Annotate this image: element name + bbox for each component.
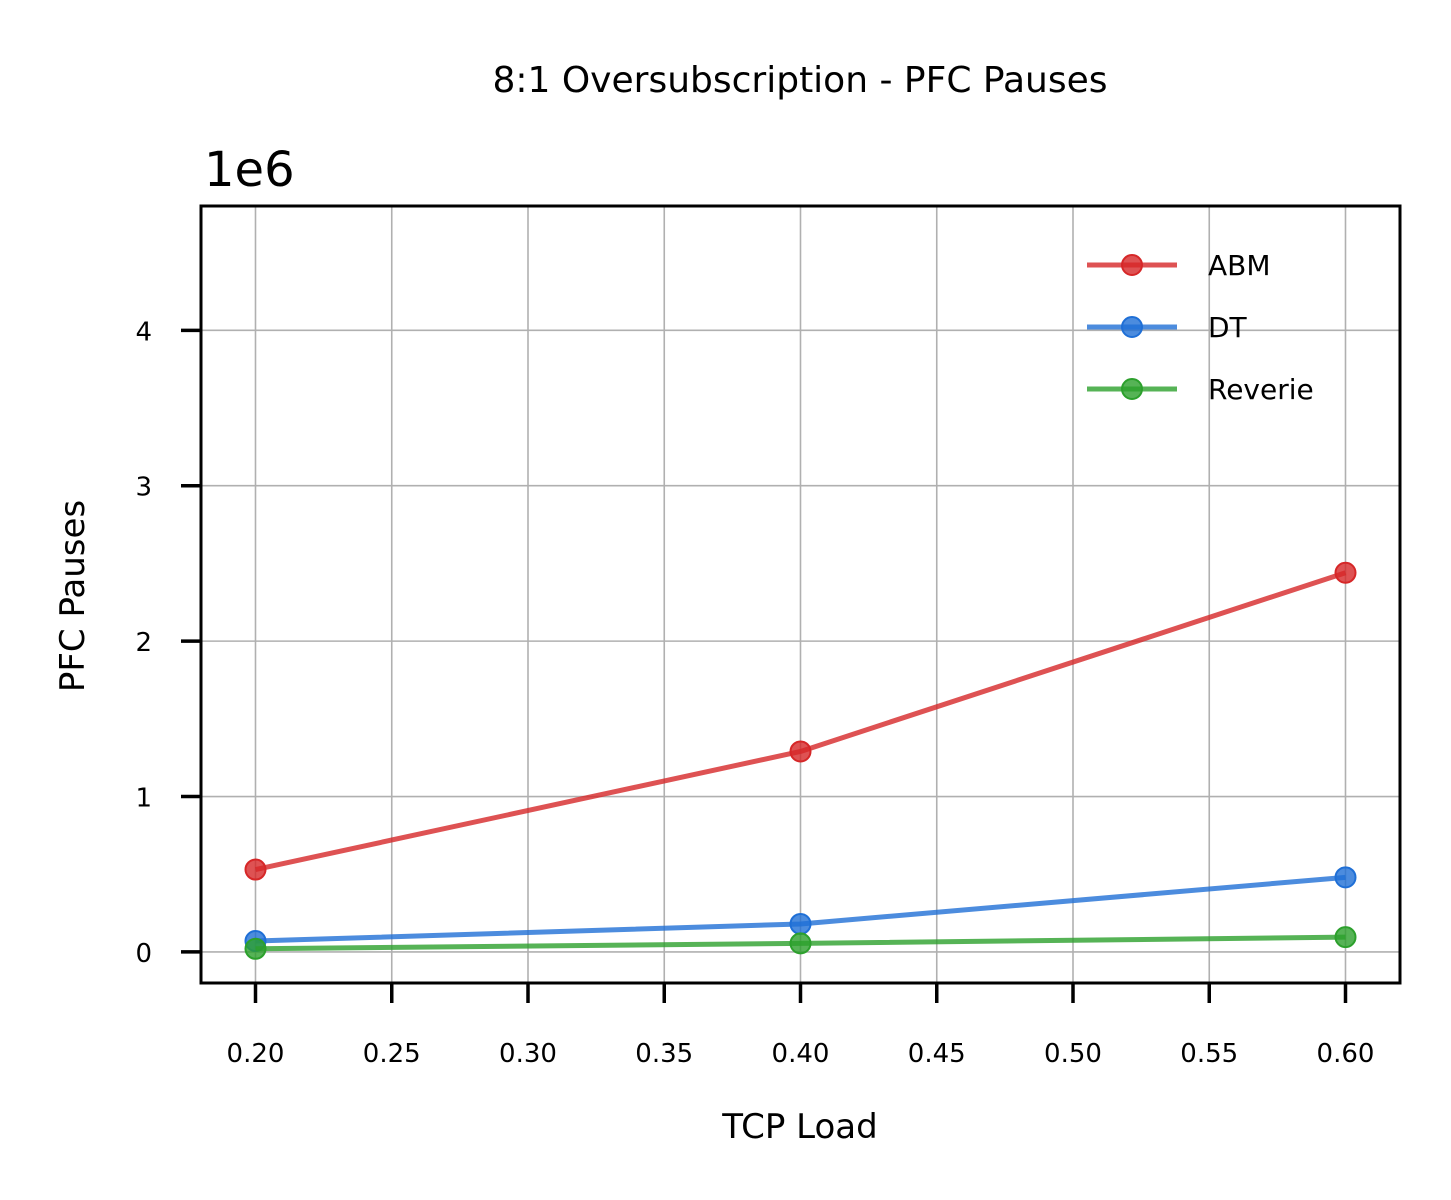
x-axis-ticks: 0.20 0.25 0.30 0.35 0.40 0.45 0.50 0.55 0.60 [227,983,1375,1069]
x-tick-label-7: 0.55 [1180,1039,1238,1069]
legend-label-abm: ABM [1208,249,1271,282]
data-point-reverie-1 [789,932,812,955]
x-tick-label-8: 0.60 [1317,1039,1375,1069]
y-tick-label-0: 0 [135,939,152,969]
y-offset-label: 1e6 [204,142,295,198]
y-tick-label-2: 2 [135,628,152,658]
legend-item-dt: DT [1087,311,1248,344]
y-axis-title: PFC Pauses [53,500,93,692]
x-tick-label-0: 0.20 [227,1039,285,1069]
x-tick-label-1: 0.25 [363,1039,421,1069]
data-point-abm-2 [1334,561,1357,584]
y-tick-label-1: 1 [135,784,152,814]
data-point-abm-1 [789,740,812,763]
legend-item-reverie: Reverie [1087,373,1314,406]
legend-marker-reverie [1121,378,1143,400]
legend-marker-dt [1121,316,1143,338]
legend-item-abm: ABM [1087,249,1271,282]
chart-title: 8:1 Oversubscription - PFC Pauses [492,60,1107,101]
x-tick-label-2: 0.30 [499,1039,557,1069]
data-point-abm-0 [244,858,267,881]
legend-marker-abm [1121,254,1143,276]
y-tick-label-3: 3 [135,473,152,503]
x-tick-label-5: 0.45 [908,1039,966,1069]
y-tick-label-4: 4 [135,317,152,347]
data-point-reverie-2 [1334,926,1357,949]
data-point-dt-2 [1334,866,1357,889]
x-tick-label-6: 0.50 [1044,1039,1102,1069]
grid [201,206,1400,983]
y-axis-ticks: 0 1 2 3 4 [135,317,201,969]
x-tick-label-4: 0.40 [772,1039,830,1069]
series-lines [244,561,1357,960]
x-axis-title: TCP Load [721,1107,877,1147]
x-tick-label-3: 0.35 [635,1039,693,1069]
data-point-dt-1 [789,912,812,935]
legend-label-dt: DT [1208,311,1248,344]
legend: ABM DT Reverie [1087,249,1314,406]
data-point-reverie-0 [244,937,267,960]
legend-label-reverie: Reverie [1208,373,1314,406]
